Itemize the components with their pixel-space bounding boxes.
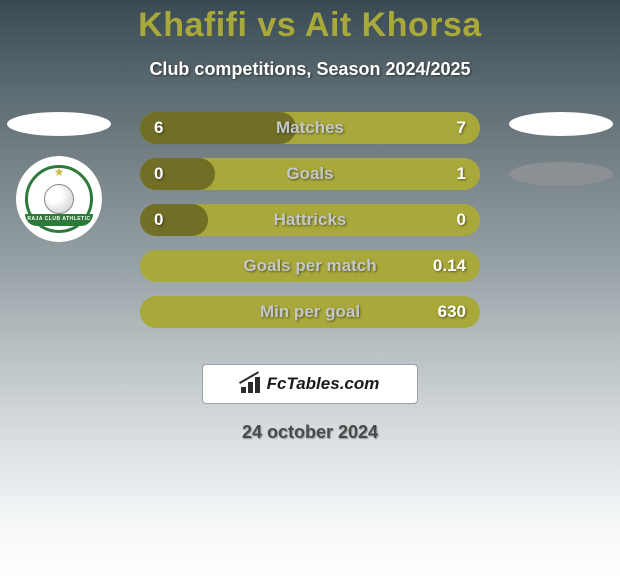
stat-right-value: 0.14 [433, 256, 466, 276]
subtitle: Club competitions, Season 2024/2025 [0, 59, 620, 80]
soccer-ball-icon [44, 184, 74, 214]
date-label: 24 october 2024 [0, 422, 620, 443]
stat-bar: 630 Min per goal [140, 296, 480, 328]
stat-label: Goals [286, 164, 333, 184]
stat-bar-fill [140, 204, 208, 236]
stat-left-value: 6 [154, 118, 163, 138]
stats-area: ★ RAJA CLUB ATHLETIC 6 7 Matches 0 1 Goals 0 0 H… [0, 112, 620, 352]
stat-right-value: 630 [438, 302, 466, 322]
stat-bar-fill [140, 158, 215, 190]
left-player-ellipse [7, 112, 111, 136]
stat-label: Hattricks [274, 210, 347, 230]
stat-bar: 0 0 Hattricks [140, 204, 480, 236]
brand-box[interactable]: FcTables.com [202, 364, 418, 404]
bar-chart-icon [241, 375, 263, 393]
stat-bars: 6 7 Matches 0 1 Goals 0 0 Hattricks 0.14 Goals per… [140, 112, 480, 328]
stat-right-value: 0 [457, 210, 466, 230]
stat-bar: 0 1 Goals [140, 158, 480, 190]
stat-label: Goals per match [243, 256, 376, 276]
left-club-badge: ★ RAJA CLUB ATHLETIC [16, 156, 102, 242]
stat-bar: 6 7 Matches [140, 112, 480, 144]
club-badge-inner: ★ RAJA CLUB ATHLETIC [25, 165, 93, 233]
stat-right-value: 7 [457, 118, 466, 138]
stat-bar: 0.14 Goals per match [140, 250, 480, 282]
star-icon: ★ [54, 165, 65, 179]
stat-left-value: 0 [154, 210, 163, 230]
club-name-band: RAJA CLUB ATHLETIC [25, 214, 93, 226]
left-player-column: ★ RAJA CLUB ATHLETIC [4, 112, 114, 242]
stat-label: Matches [276, 118, 344, 138]
right-player-ellipse-1 [509, 112, 613, 136]
stat-left-value: 0 [154, 164, 163, 184]
right-player-column [506, 112, 616, 212]
stat-label: Min per goal [260, 302, 360, 322]
brand-label: FcTables.com [267, 374, 380, 394]
stat-right-value: 1 [457, 164, 466, 184]
page-title: Khafifi vs Ait Khorsa [0, 0, 620, 45]
content-wrapper: Khafifi vs Ait Khorsa Club competitions,… [0, 0, 620, 443]
right-player-ellipse-2 [509, 162, 613, 186]
